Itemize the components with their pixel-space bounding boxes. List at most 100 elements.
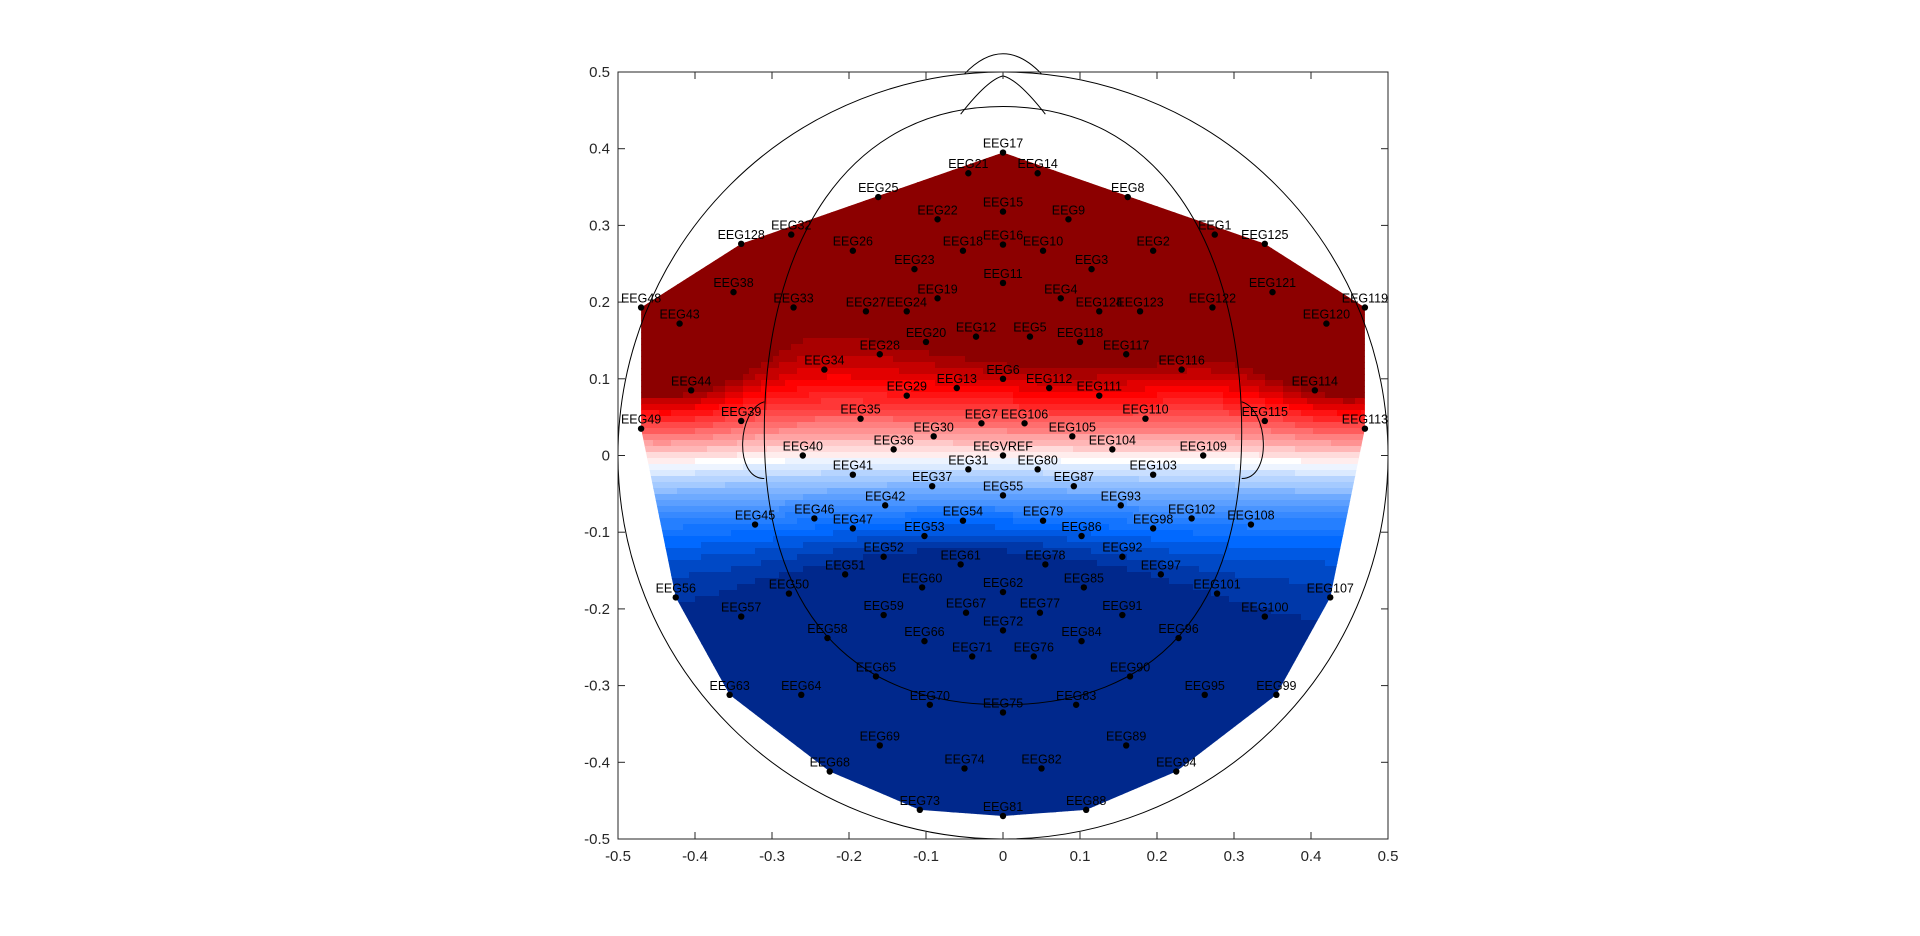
electrode-label: EEG82 xyxy=(1021,752,1061,766)
electrode-eeg117: EEG117 xyxy=(1103,338,1149,358)
electrode-label: EEG53 xyxy=(904,520,944,534)
electrode-dot xyxy=(857,415,864,422)
electrodes: EEG17 EEG21 EEG14 EEG25 EEG8 EEG22 EEG15 EEG9 EE… xyxy=(621,137,1388,820)
electrode-eeg41: EEG41 xyxy=(833,459,873,478)
electrode-eeg70: EEG70 xyxy=(910,689,950,708)
electrode-eeg38: EEG38 xyxy=(713,276,754,296)
electrode-label: EEG1 xyxy=(1198,219,1231,233)
electrode-dot xyxy=(798,691,805,699)
electrode-dot xyxy=(1136,308,1144,315)
electrode-label: EEG109 xyxy=(1180,440,1227,454)
electrode-eeg71: EEG71 xyxy=(952,640,992,660)
electrode-dot xyxy=(1088,265,1095,273)
electrode-dot xyxy=(785,590,793,597)
electrode-eeg34: EEG34 xyxy=(804,354,845,373)
electrode-label: EEG69 xyxy=(860,729,900,743)
electrode-dot xyxy=(1323,320,1330,327)
electrode-dot xyxy=(890,446,897,453)
electrode-label: EEG31 xyxy=(948,453,988,467)
electrode-label: EEG88 xyxy=(1066,794,1106,808)
electrode-eeg21: EEG21 xyxy=(948,157,989,177)
electrode-label: EEG14 xyxy=(1017,157,1057,171)
electrode-label: EEG42 xyxy=(865,489,905,503)
electrode-eeg6: EEG6 xyxy=(986,363,1020,382)
electrode-label: EEG37 xyxy=(912,470,952,484)
electrode-eeg5: EEG5 xyxy=(1013,321,1047,340)
electrode-dot xyxy=(1157,571,1165,578)
electrode-eeg67: EEG67 xyxy=(946,597,986,616)
electrode-eeg66: EEG66 xyxy=(904,625,945,645)
electrode-label: EEG66 xyxy=(904,625,944,639)
electrode-dot xyxy=(824,634,831,642)
electrode-label: EEG70 xyxy=(910,689,950,703)
electrode-dot xyxy=(921,637,928,645)
electrode-dot xyxy=(1211,231,1218,238)
electrode-eegvref: EEGVREF xyxy=(973,440,1033,459)
electrode-eeg105: EEG105 xyxy=(1049,420,1096,440)
electrode-dot xyxy=(1273,691,1280,699)
electrode-dot xyxy=(637,304,645,311)
electrode-dot xyxy=(1175,634,1182,642)
electrode-label: EEG24 xyxy=(887,295,927,309)
electrode-label: EEG2 xyxy=(1136,235,1169,249)
electrode-dot xyxy=(1080,584,1088,591)
electrode-dot xyxy=(1201,691,1208,699)
electrode-eeg93: EEG93 xyxy=(1101,489,1141,509)
electrode-dot xyxy=(1126,673,1134,680)
electrode-dot xyxy=(1361,304,1369,311)
electrode-label: EEG74 xyxy=(944,752,984,766)
electrode-label: EEG38 xyxy=(713,276,753,290)
electrode-eeg102: EEG102 xyxy=(1168,502,1215,522)
x-tick-label: 0.3 xyxy=(1224,848,1245,865)
electrode-dot xyxy=(826,768,833,775)
electrode-eeg78: EEG78 xyxy=(1025,548,1066,568)
electrode-eeg30: EEG30 xyxy=(914,420,954,440)
electrode-dot xyxy=(1173,768,1180,775)
electrode-dot xyxy=(962,609,970,616)
electrode-label: EEG75 xyxy=(983,696,1023,710)
electrode-dot xyxy=(930,433,937,440)
electrode-label: EEG92 xyxy=(1102,541,1142,555)
electrode-label: EEG107 xyxy=(1307,581,1354,595)
electrode-label: EEG72 xyxy=(983,614,1023,628)
electrode-eeg10: EEG10 xyxy=(1023,235,1063,254)
electrode-dot xyxy=(1072,701,1080,708)
electrode-eeg52: EEG52 xyxy=(863,541,904,560)
electrode-label: EEG22 xyxy=(917,203,957,217)
electrode-label: EEG20 xyxy=(906,326,946,340)
electrode-dot xyxy=(1057,295,1064,302)
electrode-label: EEG123 xyxy=(1116,295,1163,309)
electrode-eeg47: EEG47 xyxy=(833,512,873,532)
electrode-label: EEG111 xyxy=(1077,380,1122,394)
electrode-dot xyxy=(751,521,759,528)
electrode-eeg20: EEG20 xyxy=(906,326,946,346)
electrode-dot xyxy=(903,392,910,399)
electrode-dot xyxy=(726,691,733,699)
electrode-label: EEG93 xyxy=(1101,489,1141,503)
electrode-dot xyxy=(1209,304,1216,311)
electrode-eeg84: EEG84 xyxy=(1061,625,1102,645)
electrode-label: EEG99 xyxy=(1256,679,1296,693)
electrode-dot xyxy=(1039,247,1047,254)
right-ear-icon xyxy=(1241,401,1264,480)
electrode-eeg80: EEG80 xyxy=(1017,453,1058,473)
electrode-eeg107: EEG107 xyxy=(1307,581,1354,601)
nose-shape xyxy=(964,53,1042,75)
y-tick-label: -0.4 xyxy=(584,754,610,771)
electrode-label: EEG115 xyxy=(1242,405,1288,419)
electrode-label: EEG16 xyxy=(983,229,1023,243)
electrode-eeg112: EEG112 xyxy=(1026,372,1072,392)
electrode-dot xyxy=(1149,247,1157,254)
electrode-dot xyxy=(999,709,1007,716)
electrode-dot xyxy=(957,561,964,568)
electrode-dot xyxy=(872,673,880,680)
electrode-eeg91: EEG91 xyxy=(1102,599,1143,619)
electrode-label: EEG21 xyxy=(948,157,988,171)
electrode-label: EEG39 xyxy=(721,405,761,419)
electrode-label: EEG25 xyxy=(858,181,898,195)
electrode-label: EEG97 xyxy=(1141,558,1181,572)
electrode-dot xyxy=(926,701,934,708)
electrode-eeg31: EEG31 xyxy=(948,453,989,473)
electrode-eeg81: EEG81 xyxy=(983,800,1023,820)
